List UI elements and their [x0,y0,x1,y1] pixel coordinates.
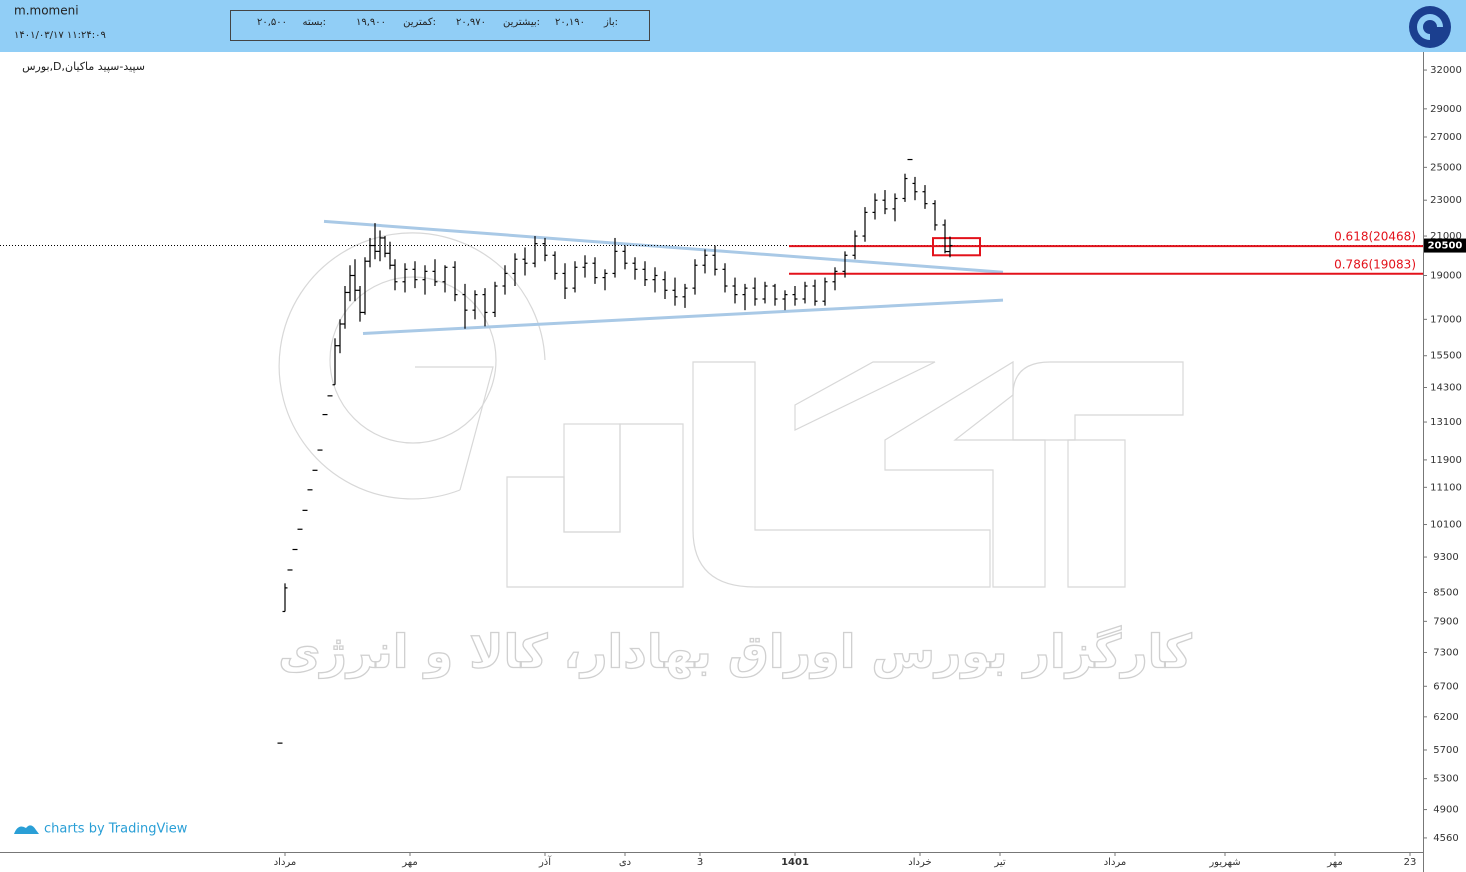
x-tick-label: دی [619,857,631,868]
y-tick-label: 23000 [1430,195,1462,206]
x-tick-label: 1401 [781,857,809,868]
x-tick-label: تیر [993,857,1006,868]
trend-line [362,298,1004,335]
x-tick-label: 3 [697,857,703,868]
y-tick-label: 5300 [1433,774,1458,785]
open-label: باز: [603,17,618,28]
y-tick-label: 6700 [1433,681,1458,692]
last-price-box [1424,238,1466,253]
x-tick-label: مرداد [274,857,297,868]
last-price-label: 20500 [1428,241,1463,252]
timestamp: ۱۴۰۱/۰۳/۱۷ ۱۱:۲۴:۰۹ [14,30,106,41]
x-tick-label: 23 [1404,857,1417,868]
y-tick-label: 32000 [1430,65,1462,76]
y-tick-label: 7300 [1433,647,1458,658]
watermark-logo [278,232,1184,588]
y-tick-label: 19000 [1430,270,1462,281]
trend-line [323,219,1004,274]
low-value: ۱۹,۹۰۰ [356,17,386,28]
open-value: ۲۰,۱۹۰ [555,17,585,28]
y-tick-label: 9300 [1433,552,1458,563]
x-tick-label: شهریور [1208,857,1240,868]
credit: charts by TradingView [44,822,188,837]
close-label: بسته: [303,17,326,28]
y-tick-label: 6200 [1433,712,1458,723]
y-tick-label: 8500 [1433,588,1458,599]
y-tick-label: 17000 [1430,314,1462,325]
symbol: بورس,D,سپید-سپید ماکیان [22,60,145,73]
y-tick-label: 7900 [1433,616,1458,627]
fib-label: 0.618(20468) [1334,230,1416,244]
highlight-box [932,237,981,257]
y-tick-label: 10100 [1430,520,1462,531]
y-tick-label: 27000 [1430,132,1462,143]
y-tick-label: 15500 [1430,351,1462,362]
y-tick-label: 14300 [1430,382,1462,393]
high-value: ۲۰,۹۷۰ [456,17,486,28]
low-label: کمترین: [403,17,436,28]
y-tick-label: 29000 [1430,104,1462,115]
fib-label: 0.786(19083) [1334,257,1416,271]
y-tick-label: 4900 [1433,805,1458,816]
y-tick-label: 13100 [1430,417,1462,428]
x-tick-label: آذر [538,855,552,868]
close-value: ۲۰,۵۰۰ [257,17,287,28]
watermark-text: کارگزار بورس اوراق بهادار، کالا و انرژی [278,625,1192,679]
tradingview-logo [14,825,39,834]
user-name: m.momeni [14,4,79,18]
header-band [0,0,1466,52]
y-tick-label: 25000 [1430,162,1462,173]
broker-logo [1409,6,1451,48]
x-tick-label: خرداد [908,857,931,868]
x-tick-label: مهر [401,857,417,868]
ohlc-box [230,10,650,41]
y-tick-label: 5700 [1433,745,1458,756]
y-tick-label: 4560 [1433,833,1458,844]
x-tick-label: مهر [1326,857,1342,868]
y-tick-label: 21000 [1430,231,1462,242]
y-tick-label: 11100 [1430,482,1462,493]
y-tick-label: 11900 [1430,455,1462,466]
high-label: بیشترین: [503,17,540,28]
x-tick-label: مرداد [1104,857,1127,868]
